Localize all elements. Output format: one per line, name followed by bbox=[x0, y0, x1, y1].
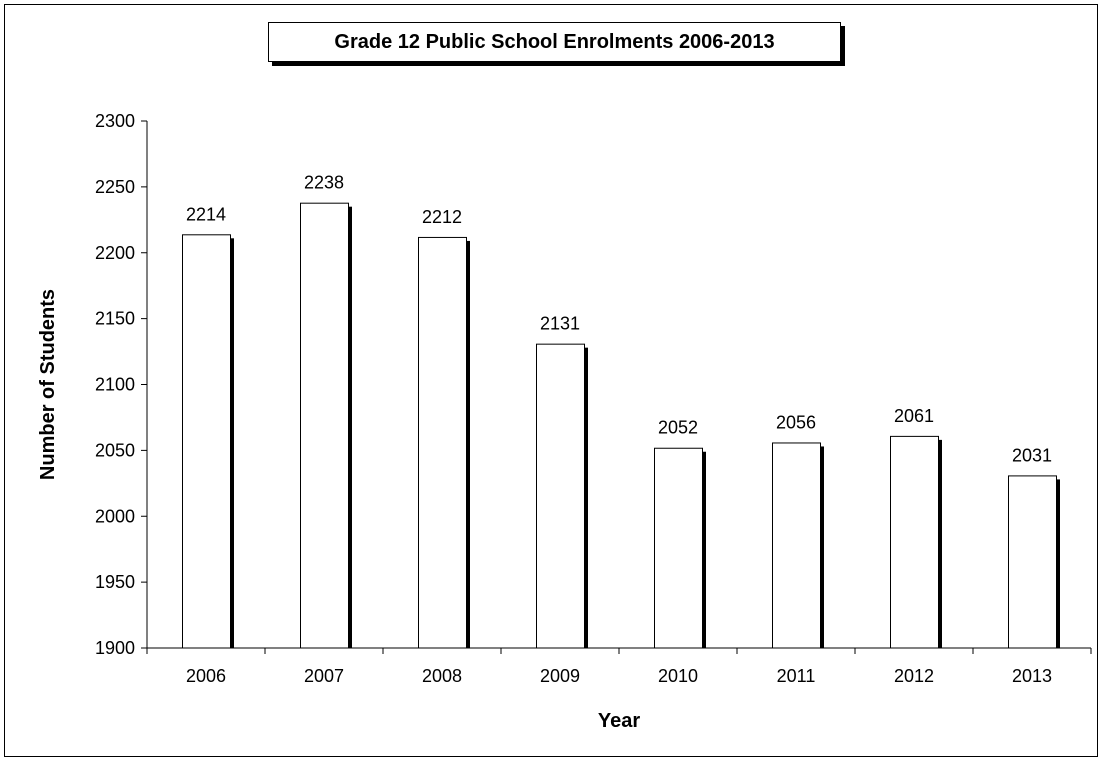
chart-title: Grade 12 Public School Enrolments 2006-2… bbox=[334, 30, 775, 53]
data-label: 2214 bbox=[186, 204, 226, 224]
data-label: 2212 bbox=[422, 207, 462, 227]
y-tick-label: 1900 bbox=[95, 638, 135, 658]
x-axis-title: Year bbox=[598, 710, 640, 732]
x-tick-label: 2006 bbox=[186, 666, 226, 686]
y-tick-label: 2150 bbox=[95, 309, 135, 329]
x-tick-label: 2011 bbox=[777, 666, 816, 686]
y-tick-label: 2250 bbox=[95, 177, 135, 197]
bar-2011 bbox=[772, 442, 821, 649]
y-tick-label: 1950 bbox=[95, 572, 135, 592]
y-tick-label: 2300 bbox=[95, 111, 135, 131]
y-tick-label: 2050 bbox=[95, 440, 135, 460]
y-tick-label: 2200 bbox=[95, 243, 135, 263]
y-axis-title: Number of Students bbox=[37, 289, 59, 480]
bar-2013 bbox=[1008, 475, 1057, 649]
x-axis-ticks: 2006 2007 2008 2009 2010 2011 2012 2013 bbox=[146, 648, 1092, 686]
x-tick-label: 2010 bbox=[658, 666, 698, 686]
bar-2012 bbox=[890, 435, 939, 649]
x-tick-label: 2012 bbox=[894, 666, 934, 686]
bar-2007 bbox=[300, 202, 349, 649]
bar-2010 bbox=[654, 447, 703, 649]
bars-group bbox=[182, 202, 1060, 649]
x-tick-label: 2009 bbox=[540, 666, 580, 686]
x-tick-label: 2013 bbox=[1012, 666, 1052, 686]
data-label: 2131 bbox=[540, 314, 580, 334]
x-tick-label: 2008 bbox=[422, 666, 462, 686]
y-tick-label: 2000 bbox=[95, 506, 135, 526]
data-labels-group: 2214 2238 2212 2131 2052 2056 2061 2031 bbox=[186, 173, 1052, 466]
x-tick-label: 2007 bbox=[304, 666, 344, 686]
y-tick-label: 2100 bbox=[95, 375, 135, 395]
data-label: 2052 bbox=[658, 418, 698, 438]
bar-2008 bbox=[418, 236, 467, 649]
data-label: 2031 bbox=[1012, 445, 1052, 465]
bar-2009 bbox=[536, 343, 585, 649]
data-label: 2061 bbox=[894, 406, 934, 426]
bar-2006 bbox=[182, 234, 231, 649]
data-label: 2056 bbox=[776, 412, 816, 432]
y-axis-ticks: 1900 1950 2000 2050 2100 2150 2200 2250 2300 bbox=[95, 111, 147, 658]
chart-title-box: Grade 12 Public School Enrolments 2006-2… bbox=[268, 22, 841, 62]
data-label: 2238 bbox=[304, 173, 344, 193]
